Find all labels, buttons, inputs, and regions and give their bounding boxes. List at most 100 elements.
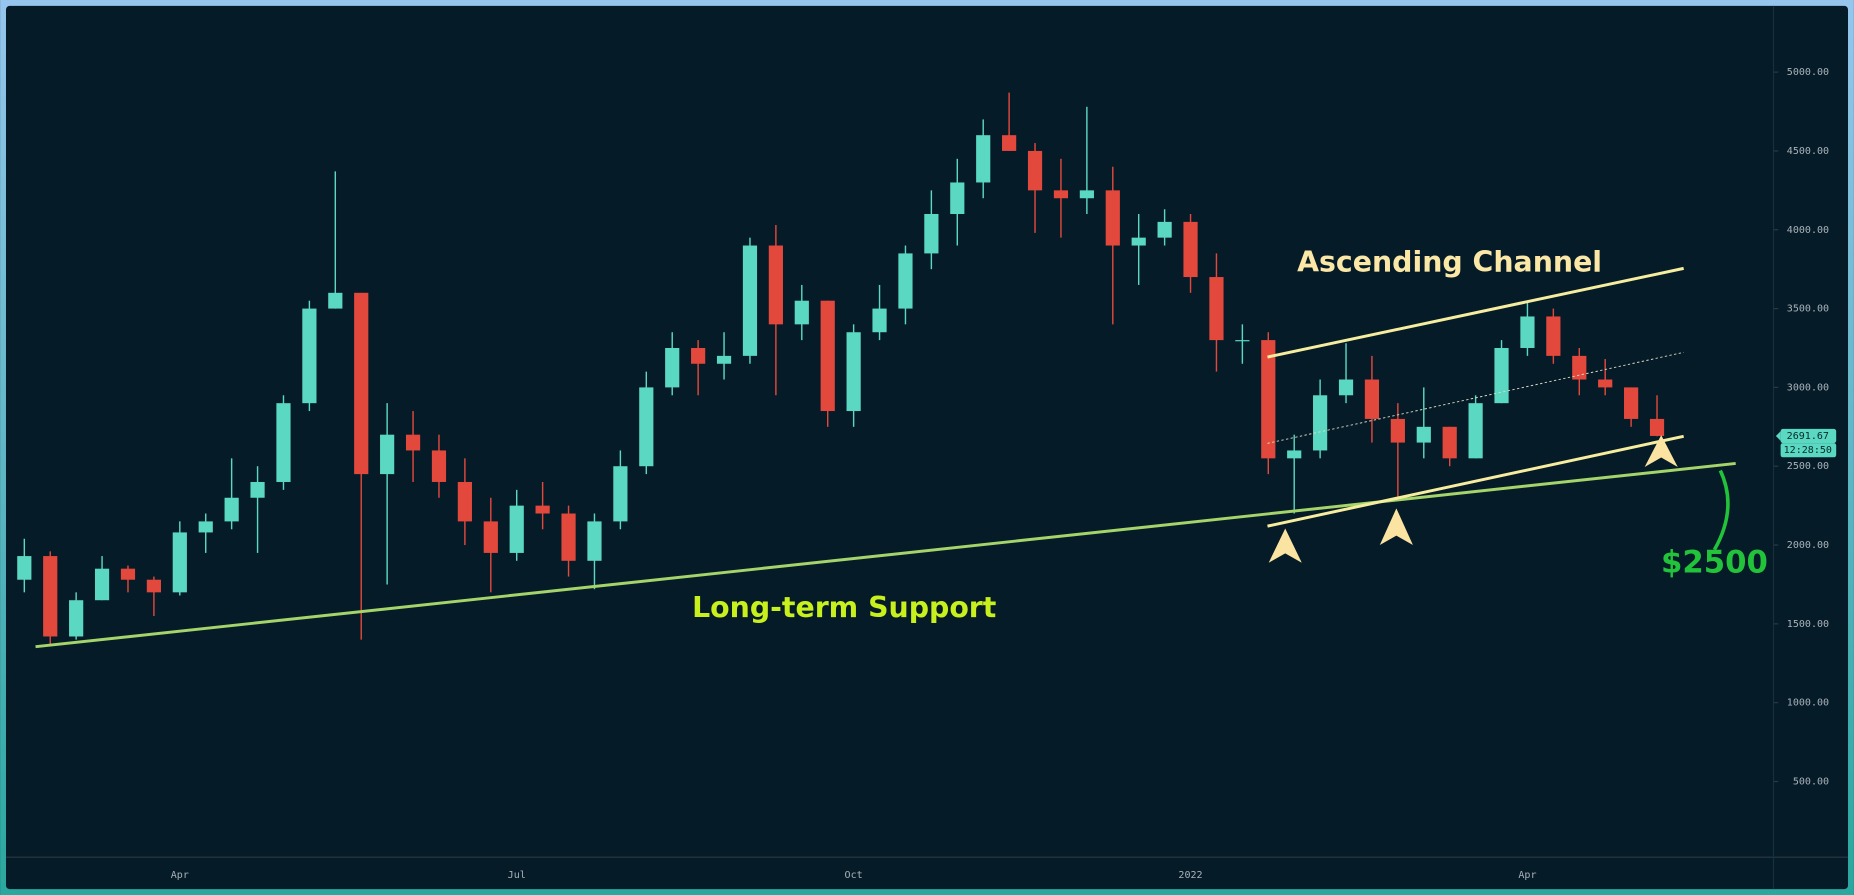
candle-body (1364, 379, 1380, 419)
candle-body (1572, 355, 1587, 380)
candle-body (1494, 347, 1509, 404)
candle-body (950, 182, 965, 214)
candle-body (1209, 277, 1224, 341)
drawings: Ascending Channel Long-term Support $250… (35, 246, 1768, 649)
annotation: Long-term Support (692, 591, 996, 624)
candle-body (120, 568, 136, 580)
arrow (1379, 508, 1413, 546)
candle-body (1442, 426, 1457, 459)
candle-body (742, 245, 758, 356)
y-tick-label: 5000.00 (1787, 67, 1829, 78)
candle-body (1546, 316, 1561, 356)
candle-body (302, 308, 317, 404)
candle-body (1079, 190, 1094, 199)
candle-body (1131, 237, 1146, 246)
candle-body (1287, 450, 1302, 459)
candle-body (94, 568, 110, 601)
candle-body (924, 213, 939, 254)
x-tick-label: Jul (508, 870, 526, 881)
y-tick-label: 2000.00 (1787, 540, 1829, 551)
candle-body (1235, 340, 1250, 342)
candle-body (1261, 340, 1276, 459)
pointer-curve (1712, 469, 1730, 551)
candle-body (639, 387, 654, 467)
candle-body (768, 245, 783, 325)
candle-body (483, 521, 498, 553)
y-tick-label: 3500.00 (1787, 304, 1829, 315)
candle-body (250, 481, 265, 498)
y-tick-label: 3000.00 (1787, 382, 1829, 393)
x-tick-label: Apr (171, 870, 189, 881)
candle-body (820, 300, 835, 412)
candle-body (976, 135, 991, 183)
channel-lower (1267, 434, 1684, 528)
candle-body (1027, 150, 1043, 191)
countdown-label: 12:28:50 (1784, 445, 1832, 456)
candle-body (1338, 379, 1354, 396)
candle-body (146, 579, 161, 593)
candle-body (1002, 135, 1017, 151)
last-price-tag (1780, 428, 1837, 444)
candle-body (872, 308, 887, 333)
plot-background (5, 5, 1849, 890)
candle-body (1313, 395, 1328, 451)
countdown-tag (1780, 443, 1837, 458)
channel-middle (1267, 351, 1684, 444)
candle-body (613, 466, 628, 522)
candle-body (198, 521, 213, 533)
arrow (1268, 528, 1302, 563)
candle-body (898, 253, 913, 309)
y-tick-label: 4500.00 (1787, 146, 1829, 157)
candle-body (1183, 221, 1198, 278)
candle-body (587, 521, 602, 561)
last-price-label: 2691.67 (1787, 431, 1829, 442)
annotation: Ascending Channel (1297, 246, 1602, 279)
candle-body (1416, 426, 1431, 443)
y-tick-label: 4000.00 (1787, 225, 1829, 236)
candle-body (1053, 190, 1069, 199)
candle-body (69, 600, 84, 637)
candle-body (509, 505, 524, 553)
candle-body (716, 355, 732, 364)
candle-body (794, 300, 809, 325)
x-tick-label: 2022 (1178, 870, 1202, 881)
last-price-pointer (1775, 431, 1781, 441)
candle-body (172, 532, 187, 593)
candle-body (43, 556, 58, 637)
candle-body (561, 513, 576, 561)
candle-body (846, 332, 861, 412)
candle-body (457, 481, 472, 522)
arrow (1644, 435, 1678, 468)
y-tick-label: 1500.00 (1787, 619, 1829, 630)
candle-body (354, 292, 369, 475)
y-tick-label: 500.00 (1793, 776, 1829, 787)
candle-body (405, 434, 421, 451)
annotation: $2500 (1661, 544, 1768, 580)
x-tick-label: Apr (1518, 870, 1536, 881)
candle-body (691, 347, 706, 364)
candle-body (1157, 221, 1172, 238)
candle-body (1105, 190, 1120, 246)
support-line (35, 461, 1736, 649)
y-tick-label: 2500.00 (1787, 461, 1829, 472)
candle-body (665, 347, 680, 388)
candle-body (276, 403, 291, 482)
channel-upper (1267, 266, 1684, 359)
candle-body (1468, 403, 1483, 459)
candle-body (1390, 418, 1405, 443)
candle-body (1598, 379, 1613, 388)
candle-body (1520, 316, 1535, 348)
candle-body (380, 434, 395, 475)
candles (17, 92, 1665, 645)
candle-body (1649, 418, 1665, 436)
candle-body (17, 556, 32, 580)
candle-body (535, 505, 550, 514)
x-tick-label: Oct (845, 870, 863, 881)
y-tick-label: 1000.00 (1787, 698, 1829, 709)
candle-body (431, 450, 447, 482)
candle-body (1624, 387, 1639, 419)
candle-body (224, 497, 239, 522)
candle-body (328, 292, 343, 309)
